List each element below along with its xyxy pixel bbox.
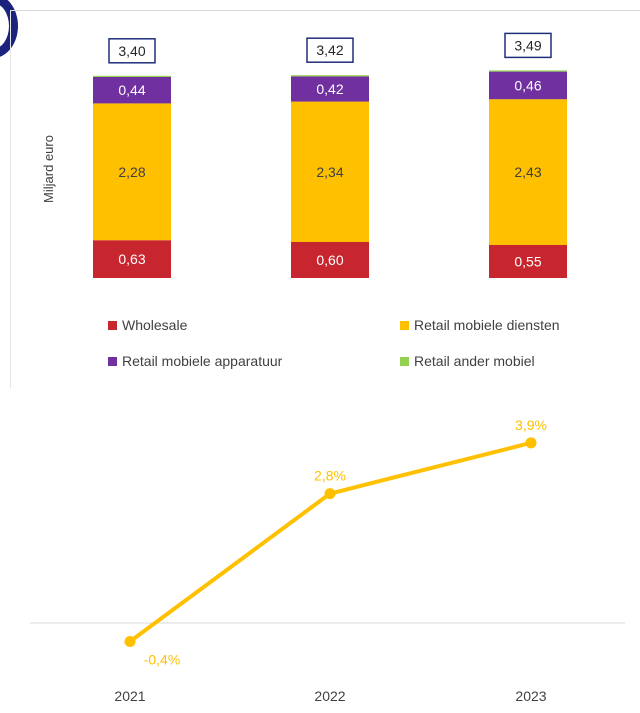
bar-data-label: 0,44 xyxy=(118,82,145,98)
total-box xyxy=(504,32,552,59)
growth-point xyxy=(124,635,136,647)
bar-segment-4-2022 xyxy=(291,75,369,77)
total-box xyxy=(108,38,156,64)
growth-data-label: 3,9% xyxy=(515,417,547,433)
bar-segment-4-2023 xyxy=(489,70,567,72)
legend-label: Retail mobiele diensten xyxy=(414,317,560,333)
bar-segment-3-2023 xyxy=(489,71,567,100)
total-label: 3,49 xyxy=(514,37,541,53)
x-tick-label: 2021 xyxy=(114,688,145,704)
total-box xyxy=(306,37,354,63)
bar-segment-1-2023 xyxy=(489,245,567,278)
legend-label: Retail ander mobiel xyxy=(414,353,535,369)
top-divider xyxy=(10,10,640,11)
legend-swatch xyxy=(400,357,409,366)
bar-segment-2-2022 xyxy=(291,101,369,242)
bar-data-label: 0,46 xyxy=(514,77,541,93)
bar-data-label: 0,63 xyxy=(118,251,145,267)
x-tick-label: 2023 xyxy=(515,688,546,704)
y-axis-title: Miljard euro xyxy=(41,135,56,203)
legend-swatch xyxy=(108,357,117,366)
legend-label: Retail mobiele apparatuur xyxy=(122,353,283,369)
growth-data-label: 2,8% xyxy=(314,468,346,484)
legend-label: Wholesale xyxy=(122,317,188,333)
legend-swatch xyxy=(400,321,409,330)
total-label: 3,42 xyxy=(316,42,343,58)
bar-data-label: 0,42 xyxy=(316,81,343,97)
growth-data-label: -0,4% xyxy=(144,651,181,667)
bar-data-label: 2,43 xyxy=(514,164,541,180)
x-tick-label: 2022 xyxy=(314,688,345,704)
bar-data-label: 0,60 xyxy=(316,252,343,268)
bar-segment-3-2021 xyxy=(93,77,171,104)
bar-segment-3-2022 xyxy=(291,76,369,102)
total-label: 3,40 xyxy=(118,43,145,59)
growth-point xyxy=(525,437,537,449)
bar-segment-1-2022 xyxy=(291,242,369,278)
bar-segment-2-2023 xyxy=(489,99,567,245)
growth-point xyxy=(324,488,336,500)
bar-segment-1-2021 xyxy=(93,240,171,278)
left-divider xyxy=(10,10,11,388)
bar-segment-2-2021 xyxy=(93,103,171,241)
bar-data-label: 2,28 xyxy=(118,164,145,180)
bar-segment-4-2021 xyxy=(93,75,171,77)
bar-data-label: 2,34 xyxy=(316,164,343,180)
bar-data-label: 0,55 xyxy=(514,254,541,270)
legend-swatch xyxy=(108,321,117,330)
